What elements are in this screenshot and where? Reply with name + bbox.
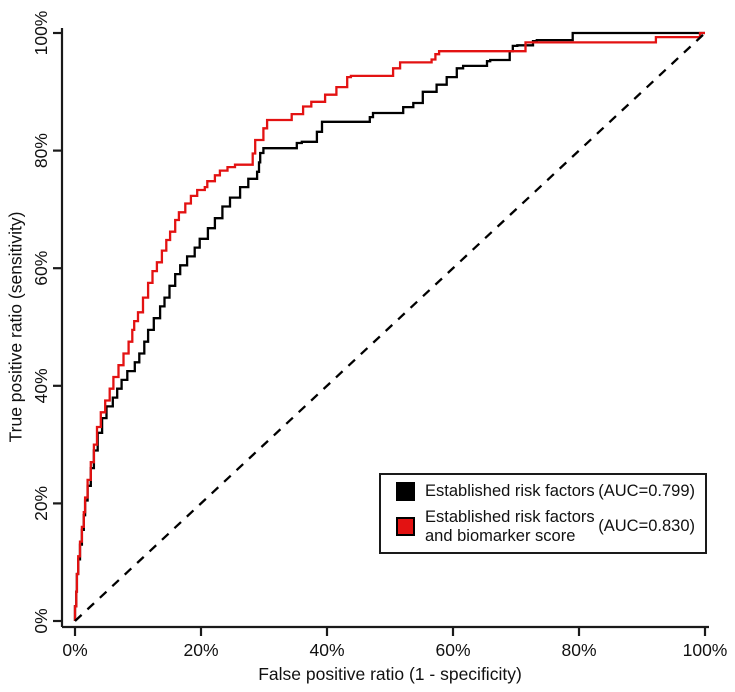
- svg-text:40%: 40%: [31, 368, 51, 403]
- y-axis-title: True positive ratio (sensitivity): [5, 211, 26, 443]
- black-swatch-icon: [396, 482, 415, 501]
- svg-text:0%: 0%: [62, 640, 87, 660]
- svg-text:40%: 40%: [309, 640, 344, 660]
- red-swatch-icon: [396, 517, 415, 537]
- x-axis-title: False positive ratio (1 - specificity): [258, 664, 522, 684]
- legend-entry-biomarker-score: Established risk factors and biomarker s…: [396, 508, 695, 545]
- svg-text:80%: 80%: [561, 640, 596, 660]
- legend-auc-value: (AUC=0.799): [598, 482, 695, 501]
- legend-label: Established risk factors: [425, 482, 595, 501]
- svg-text:20%: 20%: [31, 486, 51, 521]
- legend-entry-risk-factors: Established risk factors (AUC=0.799): [396, 482, 695, 501]
- svg-text:100%: 100%: [683, 640, 728, 660]
- svg-text:60%: 60%: [435, 640, 470, 660]
- svg-text:80%: 80%: [31, 133, 51, 168]
- legend-box: Established risk factors (AUC=0.799) Est…: [379, 473, 707, 554]
- legend-auc-value: (AUC=0.830): [598, 517, 695, 536]
- svg-text:100%: 100%: [31, 11, 51, 56]
- svg-text:0%: 0%: [31, 608, 51, 633]
- svg-text:20%: 20%: [183, 640, 218, 660]
- legend-label: Established risk factors and biomarker s…: [425, 508, 595, 545]
- svg-text:60%: 60%: [31, 251, 51, 286]
